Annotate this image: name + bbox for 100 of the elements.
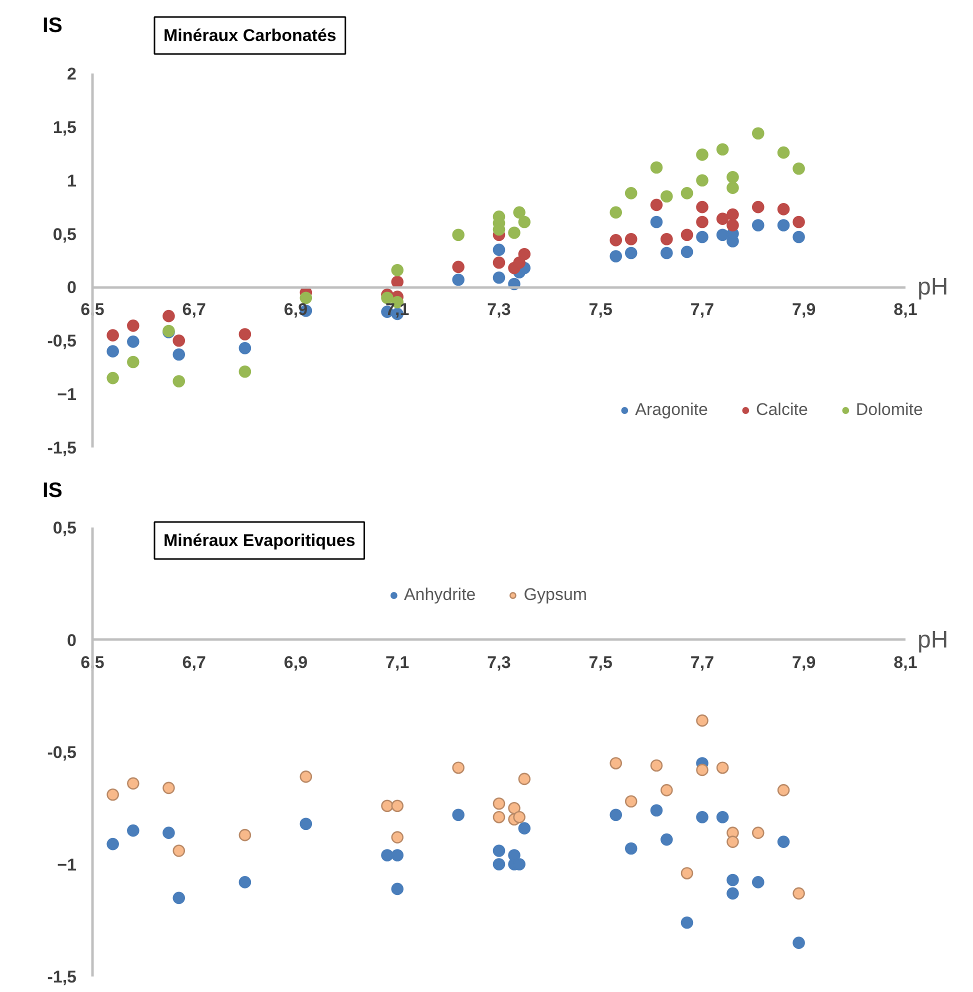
point <box>726 219 739 232</box>
point <box>391 849 404 862</box>
point <box>300 770 312 783</box>
y-axis-title: IS <box>42 14 62 37</box>
point <box>610 250 622 262</box>
point <box>726 887 739 900</box>
x-tick-label: 6,7 <box>182 300 206 320</box>
x-tick-label: 7,3 <box>487 300 511 320</box>
point <box>106 345 119 358</box>
y-tick-label: -1,5 <box>47 438 77 458</box>
point <box>300 818 312 830</box>
point <box>752 127 764 140</box>
x-tick-label: 7,5 <box>588 300 612 320</box>
point <box>680 187 694 200</box>
point <box>680 916 694 929</box>
point <box>610 234 622 246</box>
point <box>172 348 186 361</box>
point <box>680 246 694 258</box>
point <box>792 887 805 900</box>
point <box>726 874 739 886</box>
point <box>381 292 394 304</box>
point <box>726 836 739 848</box>
point <box>716 762 729 774</box>
point <box>696 230 708 244</box>
x-axis-title: pH <box>918 626 948 654</box>
point <box>650 198 663 212</box>
point <box>726 208 739 221</box>
point <box>492 797 506 810</box>
x-tick-label: 7,9 <box>792 300 816 320</box>
x-axis-title: pH <box>918 274 948 301</box>
point <box>777 146 790 159</box>
point <box>777 203 790 216</box>
point <box>716 143 729 156</box>
point <box>106 788 119 801</box>
point <box>300 292 312 304</box>
point <box>518 772 531 786</box>
point <box>650 216 663 228</box>
x-tick-label: 8,1 <box>894 652 918 672</box>
point <box>660 833 673 846</box>
point <box>492 256 506 269</box>
point <box>660 246 673 260</box>
legend-label: Anhydrite <box>404 585 476 605</box>
point <box>513 256 526 269</box>
point <box>716 212 729 225</box>
point <box>792 230 805 244</box>
point <box>106 372 119 384</box>
x-tick-label: 7,1 <box>386 652 410 672</box>
point <box>172 375 186 388</box>
point <box>660 784 673 796</box>
y-tick-label: 0 <box>67 630 77 650</box>
y-tick-label: -0,5 <box>47 743 77 762</box>
point <box>452 260 464 274</box>
point <box>106 838 119 850</box>
point <box>792 162 805 175</box>
point <box>492 858 506 870</box>
point <box>172 334 186 347</box>
point <box>391 264 404 276</box>
point <box>106 329 119 342</box>
y-tick-label: 0 <box>67 278 77 298</box>
point <box>127 777 140 790</box>
point <box>792 936 805 949</box>
point <box>650 804 663 817</box>
point <box>777 836 790 848</box>
point <box>624 246 638 260</box>
legend-label: Calcite <box>756 400 808 420</box>
x-tick-label: 7,3 <box>487 652 511 672</box>
point <box>391 800 404 812</box>
point <box>726 182 739 194</box>
point <box>696 714 708 727</box>
chart-title: Minéraux Evaporitiques <box>164 531 356 550</box>
x-tick-label: 7,5 <box>588 652 612 672</box>
point <box>127 824 140 837</box>
point <box>660 232 673 246</box>
point <box>752 200 764 214</box>
point <box>610 206 622 219</box>
y-tick-label: 1 <box>67 171 77 190</box>
point <box>381 849 394 862</box>
point <box>752 219 764 232</box>
x-tick-label: 7,7 <box>690 652 714 672</box>
point <box>162 310 175 322</box>
point <box>238 365 252 378</box>
point <box>391 831 404 844</box>
point <box>696 810 708 824</box>
point <box>238 328 252 340</box>
point <box>624 842 638 855</box>
point <box>716 228 729 241</box>
point <box>391 882 404 896</box>
point <box>238 342 252 354</box>
point <box>127 336 140 348</box>
chart-title: Minéraux Carbonatés <box>164 26 336 45</box>
point <box>381 800 394 812</box>
legend-label: Aragonite <box>635 400 708 420</box>
x-tick-label: 7,7 <box>690 300 714 320</box>
point <box>238 876 252 888</box>
point <box>680 228 694 241</box>
y-tick-label: −1 <box>57 855 77 874</box>
point <box>508 802 520 814</box>
x-tick-label: 6,9 <box>284 652 308 672</box>
point <box>518 248 531 260</box>
point <box>127 356 140 368</box>
